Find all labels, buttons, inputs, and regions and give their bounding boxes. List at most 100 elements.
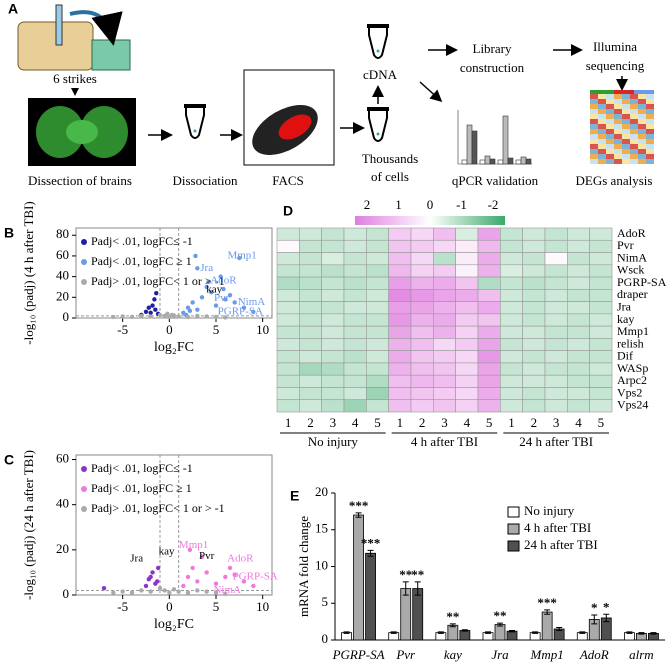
icon-cell [622,129,630,134]
heat-cell [522,325,546,339]
icon-cell [646,94,654,99]
point [176,314,181,319]
point [195,579,200,584]
icon-cell [606,154,614,159]
icon-cell [630,124,638,129]
point [111,590,116,595]
point [143,583,149,589]
point [206,279,211,284]
heat-cell [321,313,345,327]
heat-cell [589,399,613,413]
heat-cell [276,301,300,315]
legend-label: 24 h after TBI [524,537,598,552]
heat-cell [567,252,590,266]
icon-cell [646,119,654,124]
point [232,572,237,577]
heat-cell [477,239,501,253]
heat-cell [544,399,568,413]
column-label: 2 [531,415,538,430]
point [155,565,161,571]
legend-marker [81,239,87,245]
icon-cell [638,149,646,154]
point [213,590,219,595]
legend-marker [81,279,87,285]
heat-cell [366,239,389,253]
step-label: 6 strikes [53,71,97,86]
heat-cell [343,276,367,290]
icon-cell [590,144,598,149]
icon-cell [606,134,614,139]
icon-cell [606,99,614,104]
significance: *** [537,595,557,610]
point [218,274,223,279]
point [232,300,237,305]
point [204,589,209,594]
point [148,589,153,594]
heat-cell [433,252,456,266]
point [251,583,256,589]
panel-label: E [290,488,299,504]
heat-cell [522,350,546,364]
icon-cell [598,149,606,154]
heat-cell [276,264,300,278]
point [146,305,151,310]
row-label: Dif [617,349,633,363]
heat-cell [477,338,501,351]
bar [494,624,506,641]
heat-cell [410,387,434,401]
x-tick-label: 0 [166,322,173,337]
legend-label: Padj< .01, logFC≤ -1 [91,234,193,248]
icon-bar [614,90,634,94]
icon-cell [606,114,614,119]
column-label: 1 [508,415,515,430]
heat-cell [321,399,345,413]
point [150,570,155,575]
heat-cell [276,276,300,290]
heat-cell [321,239,345,253]
heat-cell [343,301,367,315]
row-label: PGRP-SA [617,275,667,289]
point [204,284,209,290]
error-bar [603,613,610,623]
bar [541,611,553,641]
point [143,309,149,314]
annotation: AdoR [210,274,237,286]
heat-cell [388,338,412,351]
column-label: 1 [285,415,292,430]
heat-cell [276,227,300,241]
heat-cell [276,289,300,302]
heat-cell [455,362,479,376]
icon-cell [598,99,606,104]
y-tick-label: 5 [322,594,329,609]
heat-cell [544,362,568,376]
significance: * [603,599,610,614]
heat-cell [410,289,434,302]
heat-cell [433,374,456,388]
icon-cell [606,129,614,134]
heat-cell [410,362,434,376]
y-tick-label: 20 [56,541,69,556]
point [157,586,163,591]
heat-cell [522,313,546,327]
legend-swatch [507,540,520,552]
icon-bar [634,90,654,94]
legend-marker [81,506,87,512]
heat-cell [567,374,590,388]
heat-cell [343,338,367,351]
annotation: Jra [130,552,143,564]
panel-label: D [283,203,293,219]
heat-cell [544,350,568,364]
icon-cell [590,94,598,99]
heat-cell [589,252,613,266]
significance: * [591,600,598,615]
column-label: 5 [598,415,605,430]
annotation: PGRP-SA [233,570,278,582]
heat-cell [343,252,367,266]
heat-cell [455,301,479,315]
heat-cell [299,350,322,364]
heat-cell [500,338,523,351]
arrow [69,10,123,46]
icon-cell [638,99,646,104]
point [162,588,167,593]
